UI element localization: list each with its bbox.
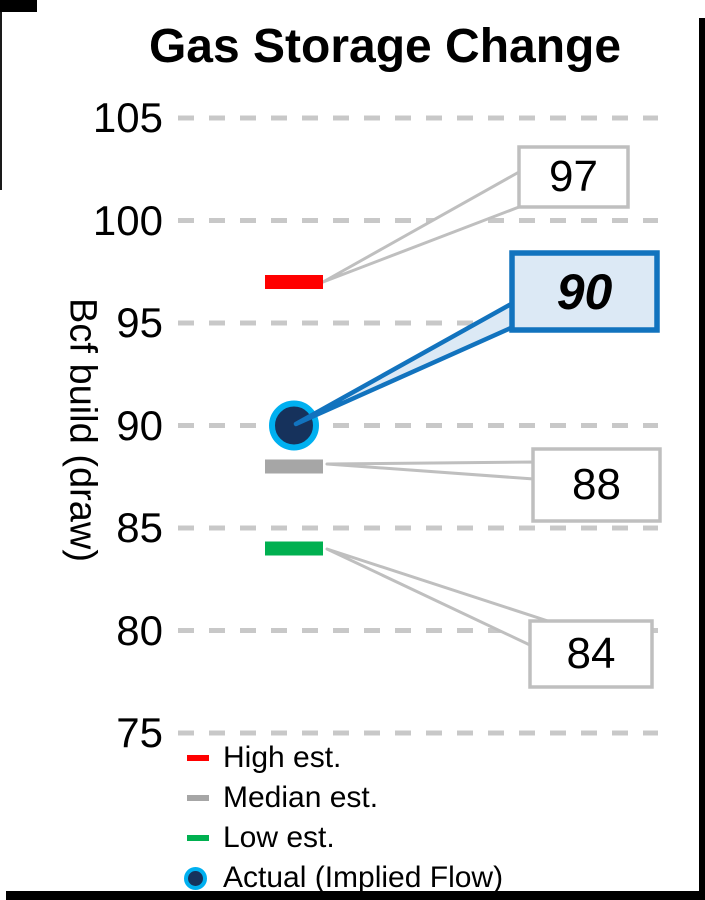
callout-97-value: 97 — [549, 152, 598, 201]
y-tick-label: 85 — [116, 504, 163, 551]
legend-label: Actual (Implied Flow) — [223, 861, 504, 894]
actual-implied-flow-marker — [269, 400, 319, 451]
callout-84-box — [528, 619, 654, 689]
callout-90-value: 90 — [556, 263, 613, 320]
data-point-markers — [265, 275, 323, 556]
chart-frame-right-edge — [699, 18, 705, 900]
legend-label: Low est. — [223, 821, 335, 854]
y-tick-label: 100 — [92, 196, 163, 244]
y-tick-label: 90 — [116, 401, 163, 449]
legend-marker — [187, 755, 209, 761]
callout-97-box — [517, 145, 630, 209]
legend-marker — [187, 835, 209, 841]
chart-frame-bottom-edge — [6, 891, 705, 900]
legend-item: Low est. — [183, 818, 503, 858]
callout-88-box — [531, 447, 662, 523]
callout-88-leader — [325, 460, 536, 481]
legend-marker — [187, 795, 209, 801]
legend: High est. Median est. Low est. Actual (Impl… — [183, 738, 503, 898]
y-tick-label: 80 — [116, 606, 163, 654]
y-tick-label: 95 — [116, 299, 163, 346]
chart-frame-corner — [0, 0, 37, 12]
legend-label: Median est. — [223, 781, 379, 814]
y-tick-label: 105 — [92, 94, 163, 141]
y-tick-label: 75 — [116, 709, 163, 756]
legend-marker — [184, 866, 207, 890]
callout-84-value: 84 — [566, 629, 616, 678]
callout-90-box — [509, 250, 660, 333]
chart-frame-left-edge — [0, 12, 2, 190]
legend-item: Actual (Implied Flow) — [183, 858, 503, 898]
legend-marker-cell — [183, 795, 217, 801]
callout-88-value: 88 — [572, 460, 621, 509]
median-est-marker — [265, 459, 323, 474]
callout-97-leader — [321, 170, 521, 284]
chart-title: Gas Storage Change — [148, 20, 622, 73]
legend-marker-cell — [183, 755, 217, 761]
low-est-marker — [265, 541, 323, 556]
legend-marker-cell — [183, 866, 217, 890]
legend-marker-cell — [183, 835, 217, 841]
legend-item: Median est. — [183, 778, 503, 818]
legend-label: High est. — [223, 741, 342, 774]
high-est-marker — [265, 275, 323, 289]
legend-item: High est. — [183, 738, 503, 778]
